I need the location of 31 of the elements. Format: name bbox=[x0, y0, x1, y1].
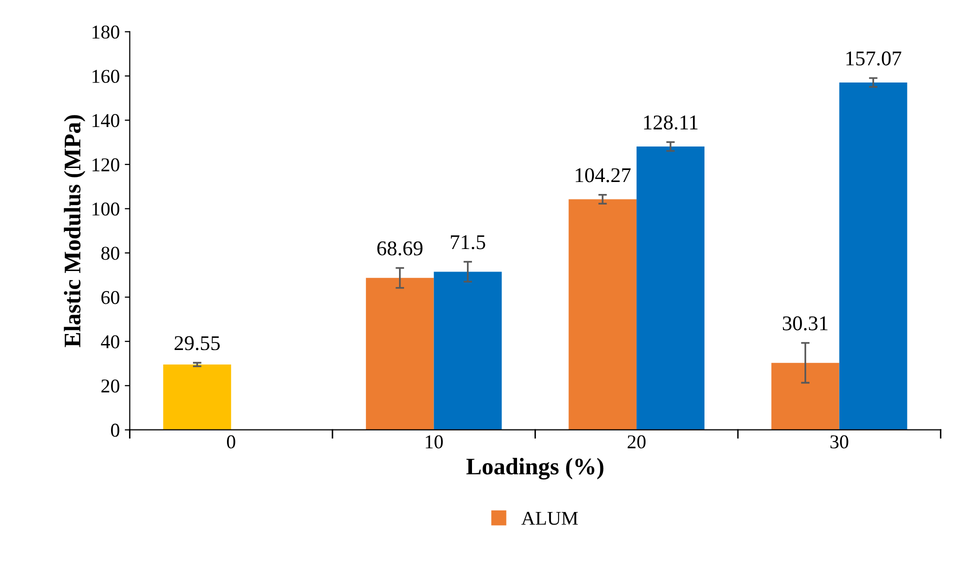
y-tick-label: 160 bbox=[92, 70, 120, 83]
y-tick-label: 140 bbox=[92, 114, 120, 128]
bar bbox=[366, 278, 434, 430]
y-tick-label: 180 bbox=[92, 26, 120, 39]
y-tick-label: 0 bbox=[111, 424, 120, 437]
data-label: 104.27 bbox=[576, 168, 631, 182]
x-axis-title: Loadings (%) bbox=[466, 458, 604, 480]
x-tick-label: 20 bbox=[628, 435, 646, 448]
y-tick-label: 60 bbox=[101, 290, 120, 304]
y-tick-label: 100 bbox=[92, 202, 120, 216]
bar bbox=[839, 82, 908, 430]
y-tick-label: 80 bbox=[101, 246, 120, 260]
bar bbox=[434, 272, 502, 430]
data-label: 30.31 bbox=[782, 316, 828, 330]
bar bbox=[636, 146, 704, 430]
bar bbox=[163, 364, 232, 430]
y-tick-label: 40 bbox=[100, 335, 120, 348]
data-label: 68.69 bbox=[377, 241, 422, 256]
bar bbox=[771, 362, 840, 430]
y-tick-label: 20 bbox=[101, 379, 120, 393]
data-label: 128.11 bbox=[644, 115, 698, 130]
data-label: 157.07 bbox=[846, 51, 902, 66]
x-tick-label: 30 bbox=[830, 435, 848, 448]
legend-label: ALUM bbox=[521, 512, 578, 525]
x-tick-label: 0 bbox=[226, 435, 236, 448]
data-label: 29.55 bbox=[174, 336, 220, 350]
x-tick-label: 10 bbox=[426, 435, 443, 448]
y-tick-label: 120 bbox=[92, 158, 120, 172]
data-label: 71.5 bbox=[450, 235, 486, 250]
bar bbox=[568, 199, 637, 430]
y-axis-title: Elastic Modulus (MPa) bbox=[64, 115, 86, 348]
